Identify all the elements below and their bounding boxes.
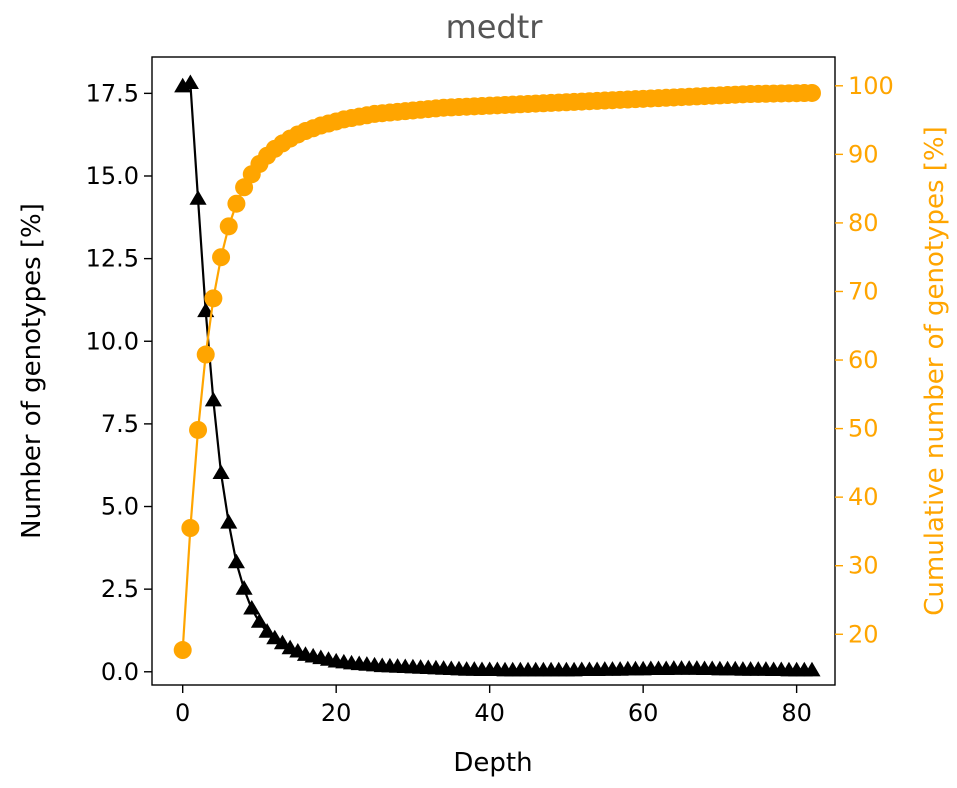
x-tick-label-0: 0 <box>175 699 190 727</box>
cumulative-point-7 <box>227 194 246 213</box>
series-count-line <box>174 74 821 677</box>
y-right-tick-label-5: 70 <box>848 277 879 305</box>
y-left-axis-label: Number of genotypes [%] <box>17 203 47 539</box>
y-left-axis-ticks: 0.0 2.5 5.0 7.5 10.0 12.5 15.0 17.5 <box>86 79 152 686</box>
x-axis-label: Depth <box>453 748 532 778</box>
count-point-3 <box>197 302 215 318</box>
y-left-tick-label-0: 0.0 <box>101 658 139 686</box>
y-right-tick-label-2: 40 <box>848 483 879 511</box>
y-right-tick-label-3: 50 <box>848 415 879 443</box>
y-left-tick-label-4: 10.0 <box>86 327 139 355</box>
y-right-tick-label-4: 60 <box>848 346 879 374</box>
y-left-tick-label-5: 12.5 <box>86 245 139 273</box>
x-tick-label-2: 40 <box>474 699 505 727</box>
x-tick-label-4: 80 <box>781 699 812 727</box>
y-left-tick-label-1: 2.5 <box>101 575 139 603</box>
count-point-7 <box>227 553 245 569</box>
count-point-9 <box>243 599 261 615</box>
cumulative-point-3 <box>196 345 215 364</box>
y-right-axis-ticks: 20 30 40 50 60 70 80 90 100 <box>835 72 894 648</box>
y-left-tick-label-3: 7.5 <box>101 410 139 438</box>
cumulative-point-6 <box>219 217 238 236</box>
chart-title: medtr <box>446 8 544 46</box>
x-tick-label-1: 20 <box>321 699 352 727</box>
count-line <box>182 81 812 672</box>
count-point-11 <box>258 623 276 638</box>
y-right-tick-label-1: 30 <box>848 552 879 580</box>
count-point-82 <box>803 661 821 677</box>
count-point-1 <box>181 74 199 90</box>
cumulative-point-82 <box>802 83 821 102</box>
y-right-tick-label-6: 80 <box>848 209 879 237</box>
series-cumulative-line <box>173 83 821 660</box>
cumulative-line <box>181 91 812 651</box>
cumulative-point-0 <box>173 641 192 660</box>
plot-frame <box>151 56 836 686</box>
x-tick-label-3: 60 <box>628 699 659 727</box>
count-point-8 <box>235 580 253 595</box>
y-left-tick-label-7: 17.5 <box>86 79 139 107</box>
count-point-5 <box>212 464 230 480</box>
y-left-tick-label-6: 15.0 <box>86 162 139 190</box>
cumulative-point-2 <box>189 420 208 439</box>
cumulative-point-8 <box>235 178 254 197</box>
y-left-tick-label-2: 5.0 <box>101 493 139 521</box>
cumulative-point-4 <box>204 289 223 308</box>
count-point-4 <box>204 391 222 407</box>
count-point-2 <box>189 190 207 205</box>
count-point-10 <box>250 613 268 628</box>
x-axis-ticks: 0 20 40 60 80 <box>175 685 812 727</box>
cumulative-point-1 <box>181 519 200 537</box>
y-right-tick-label-7: 90 <box>848 140 879 168</box>
cumulative-point-5 <box>212 248 231 267</box>
y-right-axis-label: Cumulative number of genotypes [%] <box>920 126 950 616</box>
count-point-6 <box>220 514 238 529</box>
y-right-tick-label-8: 100 <box>848 72 894 100</box>
y-right-tick-label-0: 20 <box>848 620 879 648</box>
